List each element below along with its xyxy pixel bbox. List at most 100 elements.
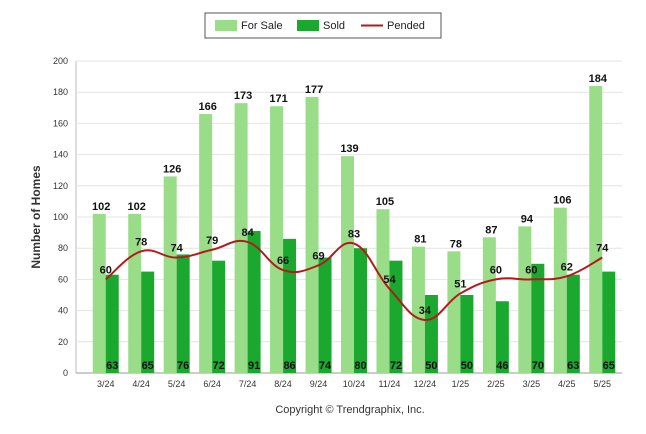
bar-sold: [460, 295, 474, 373]
data-label-for-sale: 102: [128, 201, 146, 213]
y-tick-label: 80: [58, 243, 68, 253]
legend-label-for-sale: For Sale: [241, 20, 283, 32]
data-label-for-sale: 171: [269, 93, 287, 105]
data-label-pended: 34: [419, 305, 432, 317]
data-label-for-sale: 87: [485, 224, 497, 236]
data-label-sold: 86: [283, 360, 295, 372]
data-label-sold: 74: [319, 360, 332, 372]
x-tick-label: 12/24: [414, 379, 437, 389]
x-tick-label: 6/24: [203, 379, 221, 389]
bars: [92, 85, 616, 374]
y-tick-label: 120: [53, 181, 68, 191]
data-label-sold: 80: [354, 360, 366, 372]
pended-line-group: [105, 240, 603, 321]
x-tick-label: 1/25: [452, 379, 470, 389]
x-axis-ticks: 3/24 4/24 5/24 6/24 7/24 8/24 9/24 10/24 11/24 12…: [97, 379, 611, 389]
data-label-for-sale: 139: [340, 143, 358, 155]
data-label-for-sale: 94: [521, 213, 534, 225]
data-label-pended: 78: [135, 236, 147, 248]
x-tick-label: 7/24: [239, 379, 257, 389]
x-tick-label: 9/24: [310, 379, 328, 389]
data-label-pended: 54: [383, 274, 396, 286]
data-label-for-sale: 106: [553, 195, 571, 207]
data-label-sold: 65: [603, 360, 615, 372]
data-label-sold: 72: [390, 360, 402, 372]
data-label-for-sale: 81: [414, 234, 426, 246]
legend-label-pended: Pended: [387, 20, 425, 32]
data-label-pended: 83: [348, 229, 360, 241]
bar-for-sale: [234, 103, 248, 374]
legend: For Sale Sold Pended: [204, 12, 442, 39]
bar-for-sale: [163, 176, 177, 373]
x-tick-label: 3/25: [523, 379, 541, 389]
y-tick-label: 100: [53, 212, 68, 222]
data-label-sold: 76: [177, 360, 189, 372]
copyright: Copyright © Trendgraphix, Inc.: [275, 404, 424, 416]
data-label-sold: 70: [532, 360, 544, 372]
y-tick-label: 20: [58, 337, 68, 347]
bar-for-sale: [518, 226, 532, 373]
x-tick-label: 4/24: [132, 379, 150, 389]
pended-line: [105, 240, 603, 321]
data-label-pended: 79: [206, 235, 218, 247]
data-label-for-sale: 126: [163, 163, 181, 175]
x-tick-label: 5/24: [168, 379, 186, 389]
legend-swatch-sold: [297, 20, 319, 31]
x-tick-label: 11/24: [379, 379, 401, 389]
data-label-pended: 60: [525, 264, 537, 276]
legend-swatch-for-sale: [215, 20, 237, 31]
data-label-for-sale: 102: [92, 201, 110, 213]
data-label-sold: 91: [248, 360, 260, 372]
x-tick-label: 4/25: [558, 379, 576, 389]
data-label-pended: 84: [241, 227, 254, 239]
bar-for-sale: [553, 207, 567, 373]
bar-sold: [212, 260, 226, 373]
data-label-sold: 65: [142, 360, 154, 372]
x-tick-label: 5/25: [594, 379, 612, 389]
y-tick-label: 60: [58, 274, 68, 284]
bar-for-sale: [305, 96, 319, 373]
x-tick-label: 8/24: [274, 379, 292, 389]
y-tick-label: 140: [53, 150, 68, 160]
bar-for-sale: [341, 156, 354, 373]
bar-sold: [566, 274, 580, 373]
data-label-sold: 63: [106, 360, 118, 372]
bar-for-sale: [447, 251, 461, 373]
data-label-sold: 72: [213, 360, 225, 372]
data-label-pended: 51: [454, 278, 466, 290]
y-axis-title: Number of Homes: [29, 165, 43, 269]
y-tick-label: 180: [53, 87, 68, 97]
x-tick-label: 10/24: [343, 379, 366, 389]
bar-for-sale: [376, 209, 390, 373]
y-tick-label: 160: [53, 118, 68, 128]
bar-for-sale: [589, 85, 603, 374]
data-label-for-sale: 105: [376, 196, 394, 208]
bar-sold: [389, 260, 403, 373]
data-label-for-sale: 173: [234, 90, 252, 102]
legend-box: [204, 12, 442, 39]
data-label-for-sale: 166: [198, 101, 216, 113]
bar-sold: [247, 231, 261, 373]
y-tick-label: 40: [58, 306, 68, 316]
data-label-pended: 62: [561, 261, 573, 273]
data-label-for-sale: 78: [450, 238, 462, 250]
bar-sold: [602, 271, 616, 373]
data-label-pended: 60: [490, 264, 502, 276]
bar-for-sale: [92, 213, 106, 373]
data-label-for-sale: 184: [589, 73, 608, 85]
bar-for-sale: [199, 114, 213, 373]
bar-sold: [105, 274, 119, 373]
bar-sold: [531, 263, 545, 373]
bar-sold: [495, 301, 509, 373]
x-tick-label: 2/25: [487, 379, 505, 389]
data-label-for-sale: 177: [305, 84, 323, 96]
data-label-pended: 74: [596, 243, 609, 255]
bar-sold: [354, 248, 367, 373]
bar-sold: [176, 254, 190, 373]
data-label-pended: 66: [277, 255, 289, 267]
bar-sold: [141, 271, 155, 373]
data-labels: 102 63 102 65 126 76 166 72 173 91 171 86 177 74 139 80…: [92, 73, 615, 372]
bar-for-sale: [411, 246, 425, 373]
bar-for-sale: [482, 237, 496, 373]
